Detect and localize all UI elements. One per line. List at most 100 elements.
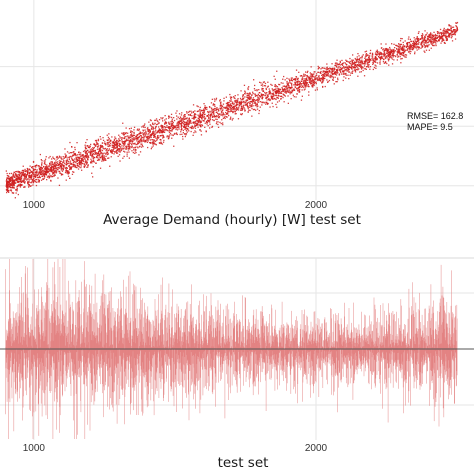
scatter-point bbox=[338, 74, 340, 76]
scatter-point bbox=[271, 84, 273, 86]
scatter-point bbox=[265, 94, 267, 96]
scatter-point bbox=[186, 131, 188, 133]
scatter-point bbox=[302, 86, 304, 88]
scatter-point bbox=[110, 139, 112, 141]
scatter-point bbox=[97, 155, 99, 157]
scatter-point bbox=[235, 105, 237, 107]
scatter-point bbox=[180, 121, 182, 123]
scatter-point bbox=[348, 68, 350, 70]
scatter-point bbox=[448, 33, 451, 35]
scatter-point bbox=[407, 48, 409, 50]
scatter-point bbox=[71, 159, 74, 161]
scatter-point bbox=[257, 98, 259, 100]
scatter-point bbox=[418, 46, 420, 49]
scatter-point bbox=[152, 145, 154, 147]
scatter-point bbox=[360, 67, 363, 69]
scatter-point bbox=[24, 174, 26, 176]
scatter-point bbox=[372, 59, 374, 61]
scatter-point bbox=[78, 160, 81, 162]
scatter-point bbox=[377, 51, 379, 53]
scatter-point bbox=[143, 135, 145, 137]
scatter-point bbox=[402, 41, 404, 44]
scatter-point bbox=[206, 108, 208, 110]
scatter-point bbox=[416, 47, 418, 49]
scatter-point bbox=[6, 181, 8, 184]
scatter-point bbox=[401, 38, 403, 40]
scatter-point bbox=[383, 52, 386, 54]
scatter-point bbox=[23, 173, 25, 175]
scatter-point bbox=[67, 156, 69, 158]
scatter-point bbox=[408, 41, 410, 44]
scatter-point bbox=[211, 110, 213, 112]
scatter-point bbox=[355, 64, 357, 66]
scatter-point bbox=[383, 62, 385, 64]
scatter-point bbox=[119, 143, 122, 145]
scatter-point bbox=[76, 164, 79, 167]
scatter-point bbox=[368, 61, 370, 63]
scatter-point bbox=[84, 152, 87, 154]
scatter-point bbox=[209, 127, 211, 129]
scatter-point bbox=[265, 88, 267, 91]
scatter-point bbox=[421, 37, 423, 40]
scatter-point bbox=[199, 106, 201, 109]
scatter-point bbox=[6, 186, 8, 189]
scatter-point bbox=[303, 89, 305, 91]
scatter-point bbox=[326, 74, 329, 76]
scatter-point bbox=[171, 129, 173, 131]
scatter-point bbox=[145, 130, 147, 133]
scatter-point bbox=[222, 115, 224, 117]
scatter-point bbox=[261, 101, 263, 103]
scatter-point bbox=[421, 37, 423, 39]
scatter-point bbox=[241, 106, 243, 108]
scatter-point bbox=[317, 71, 319, 73]
scatter-point bbox=[340, 68, 343, 71]
scatter-point bbox=[443, 27, 445, 30]
scatter-point bbox=[50, 170, 52, 173]
scatter-point bbox=[169, 132, 172, 135]
scatter-point bbox=[185, 124, 188, 126]
scatter-point bbox=[322, 74, 324, 76]
scatter-point bbox=[322, 79, 324, 81]
scatter-point bbox=[185, 117, 187, 120]
scatter-point bbox=[204, 113, 206, 115]
scatter-point bbox=[445, 34, 447, 36]
scatter-point bbox=[108, 143, 110, 146]
scatter-point bbox=[362, 63, 364, 65]
scatter-point bbox=[416, 45, 418, 47]
scatter-point bbox=[51, 171, 54, 173]
scatter-point bbox=[181, 121, 184, 123]
scatter-point bbox=[391, 50, 393, 52]
scatter-point bbox=[107, 149, 110, 151]
scatter-point bbox=[327, 73, 329, 76]
scatter-point bbox=[16, 174, 18, 176]
scatter-point bbox=[140, 138, 142, 140]
scatter-point bbox=[360, 66, 362, 68]
scatter-point bbox=[212, 111, 214, 113]
scatter-point bbox=[256, 103, 258, 105]
scatter-point bbox=[321, 82, 323, 84]
scatter-point bbox=[347, 69, 350, 71]
scatter-point bbox=[143, 138, 145, 140]
scatter-point bbox=[417, 38, 419, 40]
scatter-point bbox=[306, 85, 308, 87]
scatter-point bbox=[20, 184, 22, 187]
scatter-point bbox=[69, 168, 71, 171]
scatter-point bbox=[175, 125, 177, 127]
scatter-point bbox=[67, 172, 69, 174]
scatter-point bbox=[55, 171, 57, 173]
scatter-point bbox=[103, 156, 105, 158]
scatter-point bbox=[12, 175, 14, 177]
scatter-point bbox=[188, 117, 190, 119]
scatter-point bbox=[75, 154, 77, 157]
scatter-point bbox=[374, 64, 376, 66]
scatter-point bbox=[26, 170, 28, 172]
scatter-point bbox=[240, 101, 242, 103]
scatter-point bbox=[345, 74, 347, 76]
scatter-point bbox=[320, 80, 322, 82]
scatter-point bbox=[114, 151, 116, 153]
scatter-point bbox=[342, 79, 344, 82]
scatter-point bbox=[288, 85, 290, 87]
scatter-point bbox=[445, 29, 447, 31]
scatter-point bbox=[135, 138, 137, 140]
scatter-point bbox=[430, 39, 432, 41]
